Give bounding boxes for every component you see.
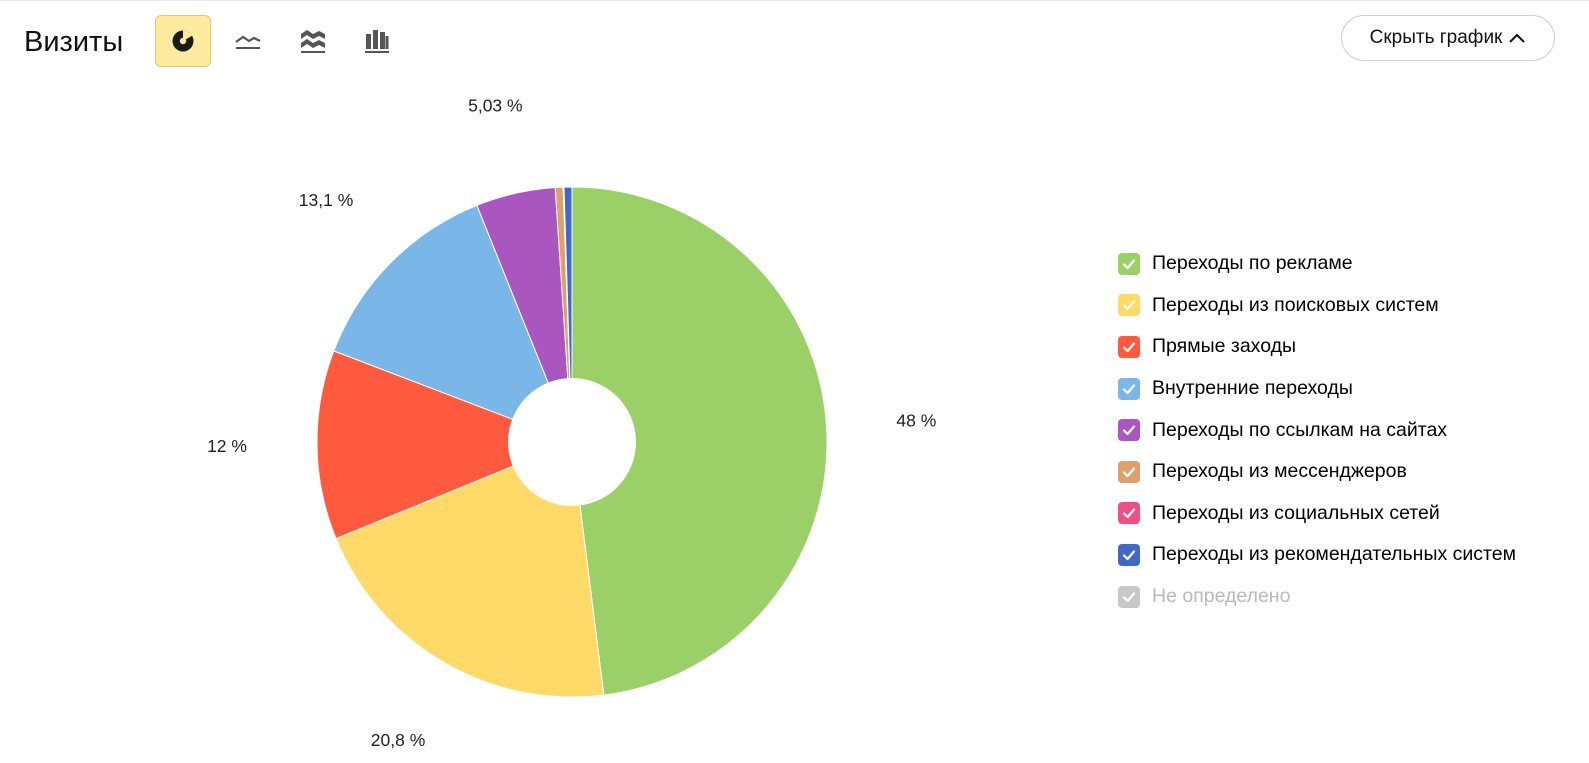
legend-label: Переходы из рекомендательных систем [1152, 543, 1516, 566]
bar-view-button[interactable] [349, 15, 405, 67]
checkbox-icon[interactable] [1118, 419, 1140, 442]
checkbox-icon[interactable] [1118, 585, 1140, 608]
legend-label: Переходы по ссылкам на сайтах [1152, 418, 1448, 441]
legend-label: Внутренние переходы [1152, 377, 1353, 400]
donut-hole [508, 378, 636, 506]
slice-label: 20,8 % [371, 730, 425, 750]
chart-legend: Переходы по рекламе Переходы из поисковых… [1118, 243, 1516, 617]
legend-label: Не определено [1152, 585, 1291, 608]
line-chart-icon [235, 35, 261, 49]
area-view-button[interactable] [285, 15, 341, 67]
legend-item[interactable]: Внутренние переходы [1118, 368, 1516, 410]
slice-label: 13,1 % [299, 190, 353, 210]
legend-item[interactable]: Не определено [1118, 576, 1516, 618]
slice-label: 48 % [896, 410, 936, 430]
area-chart-icon [301, 30, 325, 53]
legend-item[interactable]: Переходы из мессенджеров [1118, 451, 1516, 493]
legend-item[interactable]: Переходы из социальных сетей [1118, 493, 1516, 535]
top-divider [0, 0, 1589, 1]
page-title: Визиты [24, 26, 124, 58]
pie-slice[interactable] [316, 350, 574, 540]
hide-chart-label: Скрыть график [1369, 27, 1503, 48]
checkbox-icon[interactable] [1118, 252, 1140, 275]
legend-label: Переходы из мессенджеров [1152, 460, 1407, 483]
line-view-button[interactable] [220, 15, 276, 67]
legend-item[interactable]: Переходы по ссылкам на сайтах [1118, 409, 1516, 451]
hide-chart-button[interactable]: Скрыть график [1341, 15, 1555, 61]
bar-chart-icon [365, 30, 389, 53]
slice-label: 12 % [207, 436, 247, 456]
pie-slice[interactable] [333, 204, 573, 443]
legend-item[interactable]: Переходы из рекомендательных систем [1118, 534, 1516, 576]
checkbox-icon[interactable] [1118, 460, 1140, 483]
legend-item[interactable]: Прямые заходы [1118, 326, 1516, 368]
pie-chart: 48 % 20,8 % 12 % 13,1 % 5,03 % [207, 96, 936, 750]
checkbox-icon[interactable] [1118, 294, 1140, 317]
legend-label: Переходы из поисковых систем [1152, 293, 1439, 316]
checkbox-icon[interactable] [1118, 377, 1140, 400]
legend-label: Переходы по рекламе [1152, 252, 1353, 275]
checkbox-icon[interactable] [1118, 502, 1140, 525]
checkbox-icon[interactable] [1118, 543, 1140, 566]
pie-slice[interactable] [571, 186, 828, 696]
pie-chart-icon [172, 30, 194, 52]
legend-label: Переходы из социальных сетей [1152, 501, 1440, 524]
legend-item[interactable]: Переходы по рекламе [1118, 243, 1516, 285]
slice-label: 5,03 % [468, 96, 522, 116]
checkbox-icon[interactable] [1118, 335, 1140, 358]
pie-slice[interactable] [335, 441, 605, 698]
chevron-up-icon [1509, 33, 1526, 43]
legend-item[interactable]: Переходы из поисковых систем [1118, 285, 1516, 327]
pie-view-button[interactable] [155, 15, 211, 67]
legend-label: Прямые заходы [1152, 335, 1297, 358]
